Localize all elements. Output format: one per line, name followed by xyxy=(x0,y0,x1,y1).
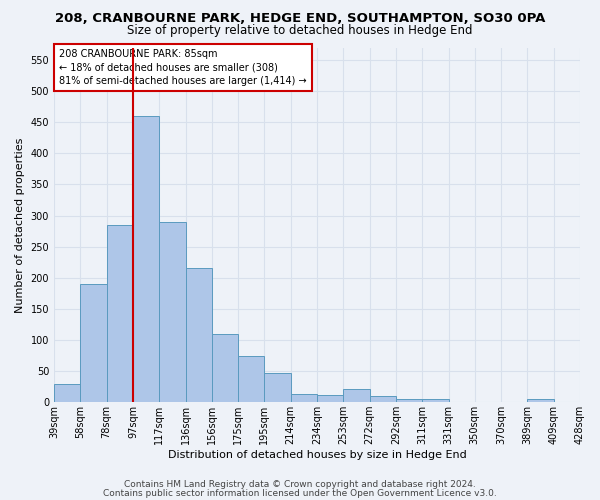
Bar xyxy=(133,116,159,402)
Bar xyxy=(343,389,370,402)
Bar xyxy=(527,399,554,402)
Bar xyxy=(317,394,343,402)
Bar xyxy=(291,394,317,402)
Bar xyxy=(396,399,422,402)
X-axis label: Distribution of detached houses by size in Hedge End: Distribution of detached houses by size … xyxy=(167,450,466,460)
Text: Contains HM Land Registry data © Crown copyright and database right 2024.: Contains HM Land Registry data © Crown c… xyxy=(124,480,476,489)
Text: 208, CRANBOURNE PARK, HEDGE END, SOUTHAMPTON, SO30 0PA: 208, CRANBOURNE PARK, HEDGE END, SOUTHAM… xyxy=(55,12,545,26)
Bar xyxy=(54,384,80,402)
Bar xyxy=(107,225,133,402)
Bar xyxy=(80,284,107,402)
Text: Size of property relative to detached houses in Hedge End: Size of property relative to detached ho… xyxy=(127,24,473,37)
Bar xyxy=(422,399,449,402)
Text: Contains public sector information licensed under the Open Government Licence v3: Contains public sector information licen… xyxy=(103,488,497,498)
Bar xyxy=(370,396,396,402)
Bar xyxy=(159,222,185,402)
Bar xyxy=(265,373,291,402)
Bar xyxy=(212,334,238,402)
Bar xyxy=(238,356,265,402)
Bar xyxy=(185,268,212,402)
Text: 208 CRANBOURNE PARK: 85sqm
← 18% of detached houses are smaller (308)
81% of sem: 208 CRANBOURNE PARK: 85sqm ← 18% of deta… xyxy=(59,50,307,86)
Y-axis label: Number of detached properties: Number of detached properties xyxy=(15,137,25,312)
